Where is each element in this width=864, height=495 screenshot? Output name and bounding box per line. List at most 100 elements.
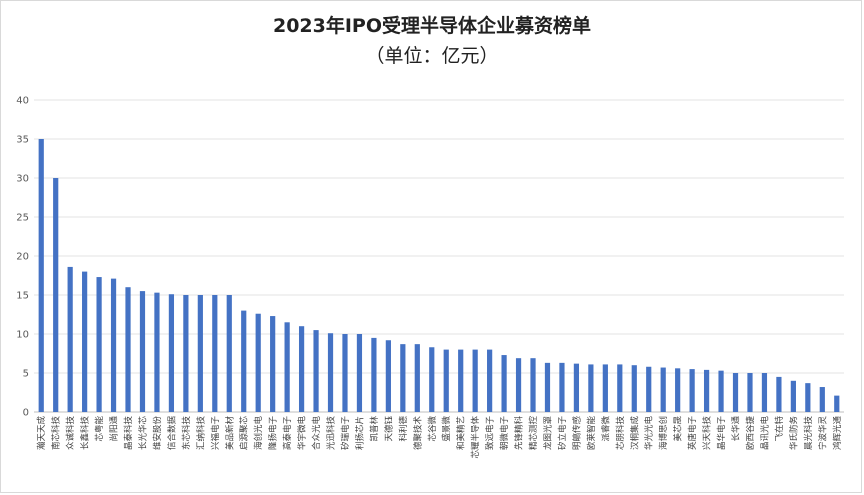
x-tick-label: 飞在特 [774, 416, 785, 442]
x-tick-label: 兴福电子 [210, 416, 221, 451]
bar [270, 316, 276, 412]
x-tick-label: 汇纳科技 [195, 416, 206, 451]
y-axis: 0 5 10 15 20 25 30 35 40 [16, 96, 29, 419]
bar [761, 373, 768, 412]
bar [646, 366, 652, 412]
bar [342, 334, 348, 412]
bar [487, 349, 493, 412]
y-tick-label: 0 [23, 408, 29, 419]
bar [96, 277, 102, 412]
bar [675, 368, 681, 412]
bar [255, 313, 261, 412]
x-tick-label: 尚阳通 [109, 416, 120, 442]
y-tick-label: 20 [16, 252, 29, 263]
bar [356, 334, 363, 412]
x-tick-label: 利扬芯片 [354, 416, 365, 450]
x-tick-label: 隆扬电子 [268, 416, 279, 451]
x-tick-label: 精芯测控 [528, 416, 539, 451]
x-tick-label: 芯粤能 [94, 416, 105, 442]
x-tick-label: 龙图光罩 [542, 416, 553, 451]
x-tick-label: 华宇微电 [297, 416, 308, 451]
bar [515, 358, 522, 412]
x-tick-label: 先锋精科 [514, 416, 525, 451]
bar [385, 340, 391, 412]
x-tick-label: 信合数据 [166, 416, 177, 451]
bar [602, 364, 608, 412]
bar [718, 370, 724, 412]
x-tick-label: 东芯科技 [181, 416, 192, 451]
bar [732, 373, 739, 412]
y-tick-label: 35 [16, 135, 29, 146]
bar [139, 291, 146, 412]
bar [660, 367, 666, 412]
bar [443, 349, 449, 412]
bar [776, 376, 782, 412]
bar [82, 271, 88, 412]
x-tick-label: 华光光电 [644, 416, 655, 451]
bar [284, 322, 290, 412]
x-tick-label: 众诚科技 [65, 416, 76, 451]
x-tick-label: 长光华芯 [137, 416, 148, 451]
x-tick-label: 合众光电 [311, 416, 322, 451]
x-tick-label: 美品新材 [224, 416, 235, 451]
bar [183, 295, 189, 412]
x-tick-label: 光迅科技 [326, 416, 337, 451]
bar [631, 365, 637, 412]
bar [67, 266, 73, 412]
x-tick-label: 欧西谷捷 [745, 416, 756, 451]
bar [617, 364, 623, 412]
bar [429, 347, 435, 412]
x-tick-label: 晶讯光电 [759, 416, 770, 451]
bar [414, 344, 420, 412]
x-tick-label: 晶华电子 [716, 416, 727, 451]
bar [197, 295, 203, 412]
x-tick-label: 瀚天天成 [36, 416, 47, 451]
y-tick-label: 10 [16, 330, 29, 341]
bar [298, 326, 305, 412]
x-tick-label: 致远电子 [485, 416, 496, 451]
bar [530, 358, 536, 412]
bar [212, 295, 218, 412]
bar [501, 355, 507, 412]
chart-title: 2023年IPO受理半导体企业募资榜单 [272, 15, 592, 37]
x-tick-label: 欧莱智能 [586, 416, 597, 451]
x-axis: 瀚天天成 南芯科技 众诚科技 长鑫科技 芯粤能 尚阳通 晶泰科技 长光华芯 维安股份 信合数据 东芯… [36, 416, 843, 459]
y-tick-label: 15 [16, 291, 29, 302]
x-tick-label: 启源聚芯 [239, 416, 250, 451]
x-tick-label: 华氏防务 [788, 416, 799, 451]
x-tick-label: 美芯晟 [673, 416, 684, 442]
bar [747, 373, 753, 412]
y-tick-label: 40 [16, 96, 29, 107]
x-tick-label: 鸿辉光通 [832, 416, 843, 451]
x-tick-label: 南芯科技 [51, 416, 62, 451]
x-tick-label: 海博思创 [658, 416, 669, 450]
x-tick-label: 明皜传感 [571, 416, 582, 451]
bar [819, 387, 825, 412]
bar [544, 362, 551, 412]
bar [110, 278, 117, 412]
x-tick-label: 天德钰 [383, 416, 394, 442]
bar [154, 292, 160, 412]
bar-series [38, 139, 840, 412]
bar [168, 294, 175, 412]
bar [573, 363, 580, 412]
bar [559, 362, 565, 412]
bar [790, 380, 796, 412]
x-tick-label: 维安股份 [152, 416, 163, 451]
bar [458, 349, 464, 412]
x-tick-label: 晨光科技 [803, 416, 814, 451]
x-tick-label: 长鑫科技 [80, 416, 91, 451]
bar [241, 310, 247, 412]
x-tick-label: 芯朋科技 [615, 416, 626, 451]
x-tick-label: 盛景微 [441, 416, 452, 442]
bar [226, 295, 232, 412]
bar [53, 178, 59, 412]
x-tick-label: 和美精艺 [456, 416, 467, 450]
x-tick-label: 汉桐集成 [629, 416, 640, 451]
x-tick-label: 晶泰科技 [123, 416, 134, 451]
bar [805, 383, 811, 412]
x-tick-label: 长华通 [731, 416, 742, 442]
x-tick-label: 芯谷微 [427, 416, 438, 442]
bar [703, 369, 710, 412]
x-tick-label: 凯普林 [369, 416, 380, 442]
